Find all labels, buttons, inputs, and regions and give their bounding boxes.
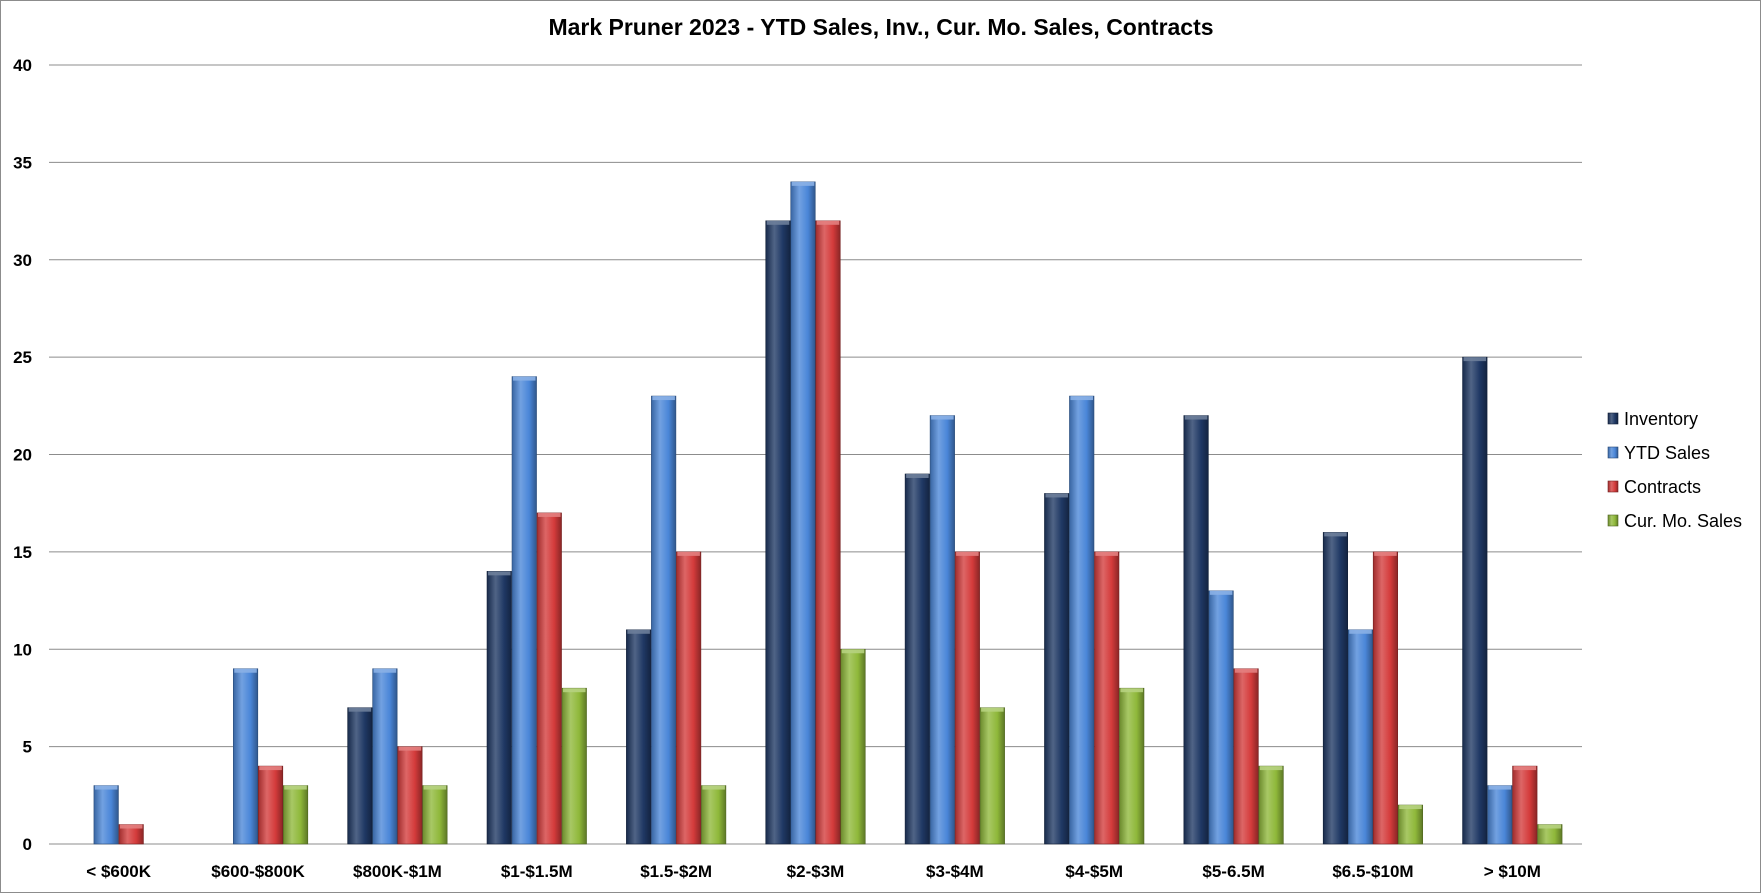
bar-cur-mo-sales [1258, 765, 1284, 845]
legend-label: Cur. Mo. Sales [1624, 511, 1742, 531]
bar-cur-mo-sales [282, 785, 309, 845]
legend-swatch [1607, 446, 1619, 459]
bar-contracts [257, 765, 284, 845]
bar-ytd-sales [1487, 785, 1513, 845]
y-tick-label: 40 [13, 56, 32, 75]
bar-ytd-sales [651, 395, 677, 845]
y-tick-label: 25 [13, 348, 32, 367]
chart-title: Mark Pruner 2023 - YTD Sales, Inv., Cur.… [548, 14, 1213, 40]
bar-cur-mo-sales [840, 648, 866, 845]
x-tick-label: $600-$800K [211, 862, 305, 881]
bar-inventory [1462, 356, 1488, 845]
bar-inventory [486, 571, 512, 845]
bar-inventory [347, 707, 373, 845]
bar-ytd-sales [511, 376, 537, 845]
legend-label: Contracts [1624, 477, 1701, 497]
legend-label: YTD Sales [1624, 443, 1710, 463]
bar-cur-mo-sales [1119, 687, 1145, 845]
x-tick-label: < $600K [86, 862, 151, 881]
legend-item-cur-mo-sales: Cur. Mo. Sales [1607, 511, 1742, 531]
legend-label: Inventory [1624, 409, 1698, 429]
bars-layer [93, 181, 1563, 845]
bar-inventory [626, 629, 652, 845]
bar-cur-mo-sales [701, 785, 727, 845]
bar-contracts [397, 746, 423, 845]
x-tick-label: $1-$1.5M [501, 862, 573, 881]
bar-inventory [904, 473, 930, 845]
y-tick-label: 5 [23, 738, 32, 757]
x-tick-label: $3-$4M [926, 862, 984, 881]
x-tick-label: $4-$5M [1065, 862, 1123, 881]
bar-cur-mo-sales [422, 785, 448, 845]
bar-cur-mo-sales [1397, 804, 1424, 845]
bar-contracts [536, 512, 562, 845]
bar-ytd-sales [372, 668, 398, 845]
legend-swatch [1607, 412, 1619, 425]
y-tick-label: 35 [13, 153, 32, 172]
y-tick-label: 10 [13, 640, 32, 659]
bar-cur-mo-sales [979, 707, 1005, 845]
legend-swatch [1607, 514, 1619, 527]
bar-contracts [1372, 551, 1399, 845]
bar-inventory [1044, 493, 1070, 845]
bar-contracts [1233, 668, 1259, 845]
y-tick-label: 30 [13, 251, 32, 270]
bar-inventory [1322, 532, 1349, 845]
bar-ytd-sales [929, 415, 955, 845]
x-tick-label: $1.5-$2M [640, 862, 712, 881]
bar-cur-mo-sales [561, 687, 587, 845]
y-tick-label: 20 [13, 446, 32, 465]
bar-contracts [676, 551, 702, 845]
legend-item-contracts: Contracts [1607, 477, 1701, 497]
legend: Inventory YTD Sales Contracts Cur. Mo. Sale… [1607, 409, 1742, 531]
bar-contracts [1094, 551, 1120, 845]
x-tick-label: $5-6.5M [1202, 862, 1264, 881]
bar-ytd-sales [1208, 590, 1234, 845]
legend-item-ytd-sales: YTD Sales [1607, 443, 1710, 463]
bar-ytd-sales [1069, 395, 1095, 845]
bar-cur-mo-sales [1537, 824, 1563, 845]
axis-layer: 0 5 10 15 20 25 30 35 40 < $600K $600-$800K $800K-$… [13, 56, 1541, 881]
x-tick-label: $800K-$1M [353, 862, 442, 881]
bar-contracts [815, 220, 841, 845]
bar-ytd-sales [93, 785, 119, 845]
bar-contracts [954, 551, 980, 845]
x-tick-label: $2-$3M [787, 862, 845, 881]
bar-ytd-sales [790, 181, 816, 845]
bar-inventory [765, 220, 791, 845]
x-tick-label: > $10M [1484, 862, 1541, 881]
legend-swatch [1607, 480, 1619, 493]
legend-item-inventory: Inventory [1607, 409, 1698, 429]
bar-ytd-sales [1347, 629, 1374, 845]
y-tick-label: 15 [13, 543, 32, 562]
bar-contracts [1512, 765, 1538, 845]
y-tick-label: 0 [23, 835, 32, 854]
bar-ytd-sales [232, 668, 259, 845]
bar-inventory [1183, 415, 1209, 845]
x-tick-label: $6.5-$10M [1332, 862, 1413, 881]
bar-contracts [118, 824, 144, 845]
